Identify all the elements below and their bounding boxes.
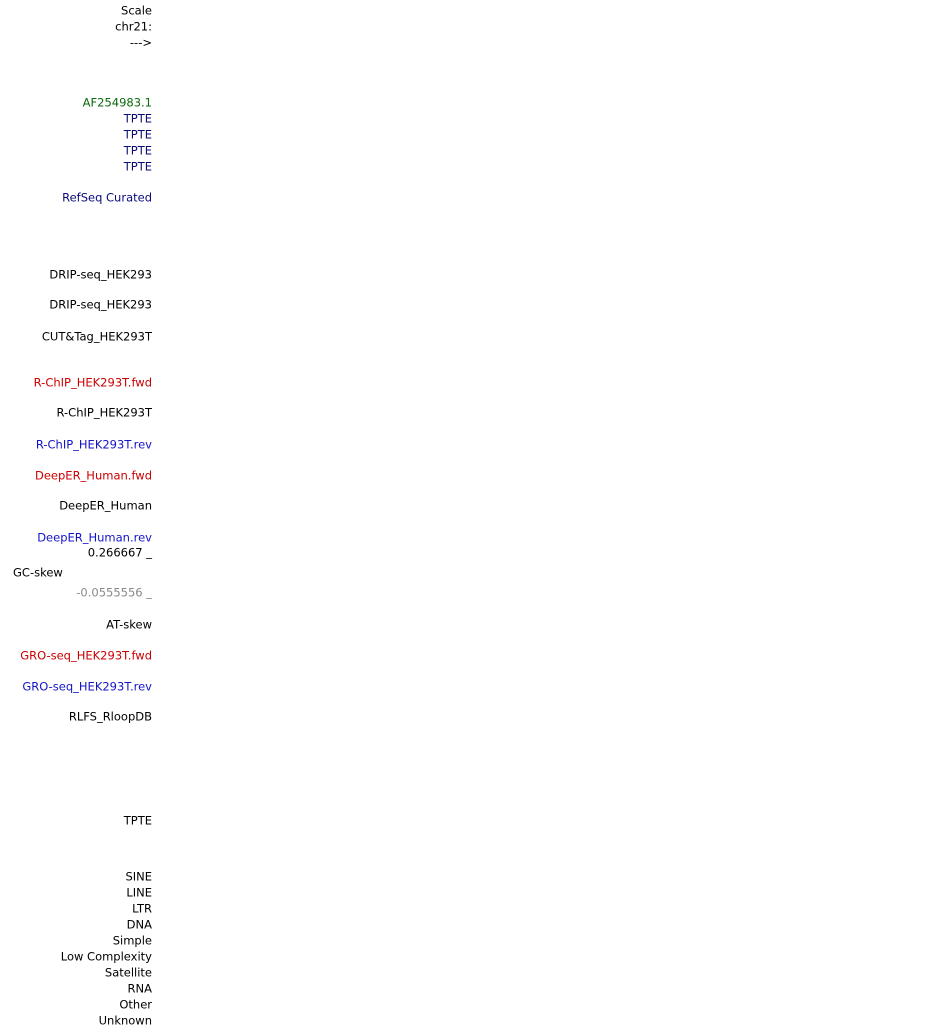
label: ---> — [130, 36, 152, 50]
track-label[interactable]: GRO-seq_HEK293T.rev — [22, 680, 152, 694]
track-label[interactable]: R-ChIP_HEK293T.rev — [36, 438, 152, 452]
track-label[interactable]: TPTE — [123, 814, 152, 828]
repeat-label: Unknown — [99, 1014, 152, 1028]
repeat-label: Low Complexity — [61, 950, 152, 964]
track-label[interactable]: TPTE — [123, 160, 152, 174]
track-label[interactable]: GC-skew — [13, 566, 63, 580]
repeat-label: RNA — [128, 982, 153, 996]
track-label[interactable]: RLFS_RloopDB — [69, 710, 152, 724]
track-label[interactable]: R-ChIP_HEK293T.fwd — [34, 376, 152, 390]
track-label[interactable]: DeepER_Human — [59, 499, 152, 513]
track-label[interactable]: CUT&Tag_HEK293T — [42, 330, 153, 344]
track-label[interactable]: GRO-seq_HEK293T.fwd — [20, 649, 152, 663]
track-label[interactable]: TPTE — [123, 112, 152, 126]
track-label[interactable]: RefSeq Curated — [62, 191, 152, 205]
repeat-label: LTR — [132, 902, 152, 916]
repeat-label: SINE — [125, 870, 152, 884]
repeat-label: Satellite — [105, 966, 152, 980]
track-label[interactable]: DeepER_Human.fwd — [35, 469, 152, 483]
repeat-label: DNA — [127, 918, 152, 932]
label: chr21: — [115, 20, 152, 34]
track-label[interactable]: DeepER_Human.rev — [37, 531, 152, 545]
track-label[interactable]: TPTE — [123, 128, 152, 142]
scale-label: -0.0555556 _ — [76, 586, 152, 600]
repeat-label: LINE — [126, 886, 152, 900]
track-label[interactable]: AT-skew — [106, 618, 152, 632]
repeat-label: Other — [119, 998, 152, 1012]
track-label[interactable]: DRIP-seq_HEK293 — [49, 268, 152, 282]
repeat-label: Simple — [113, 934, 152, 948]
scale-label: 0.266667 _ — [88, 546, 153, 560]
track-label[interactable]: TPTE — [123, 144, 152, 158]
track-label[interactable]: DRIP-seq_HEK293 — [49, 298, 152, 312]
label: Scale — [121, 4, 152, 18]
track-label[interactable]: R-ChIP_HEK293T — [57, 406, 153, 420]
track-label[interactable]: AF254983.1 — [83, 96, 152, 110]
